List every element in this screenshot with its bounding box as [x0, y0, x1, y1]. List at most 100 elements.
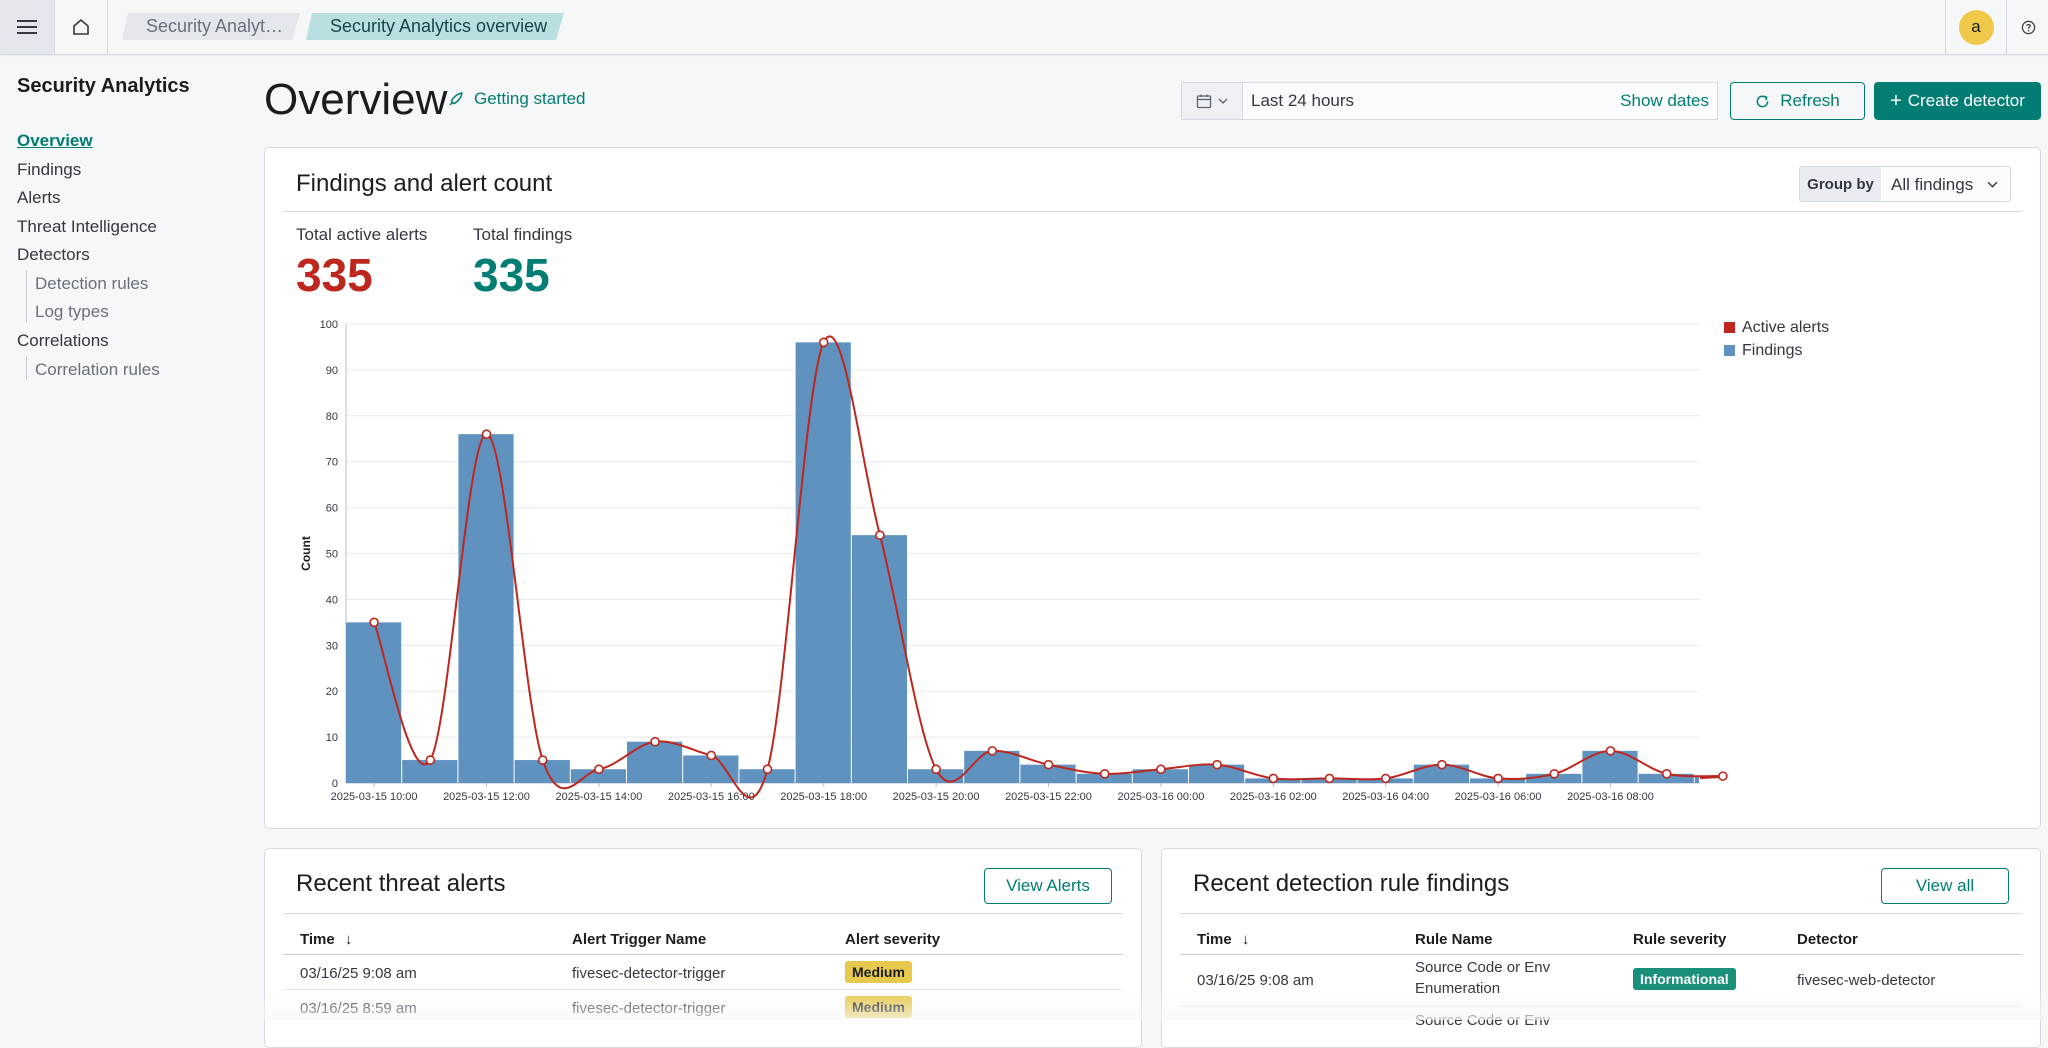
- breadcrumb-security-analytics[interactable]: Security Analyt…: [122, 13, 300, 40]
- active-alerts-point: [987, 746, 998, 756]
- sidebar-item-detectors[interactable]: Detectors: [17, 245, 90, 264]
- active-alerts-point: [1437, 759, 1447, 770]
- panel-title: Findings and alert count: [296, 170, 553, 197]
- column-header-detector[interactable]: Detector: [1797, 931, 1858, 948]
- divider: [283, 989, 1123, 990]
- active-alerts-point: [1268, 773, 1279, 784]
- total-active-alerts-value: 335: [296, 249, 373, 301]
- y-tick-label: 80: [326, 411, 338, 423]
- active-alerts-point: [1099, 769, 1110, 779]
- alert-time: 03/16/25 8:59 am: [300, 1000, 417, 1017]
- recent-threat-alerts-panel: Recent threat alerts View Alerts Time ↓ …: [264, 848, 1142, 1048]
- findings-bar: [1413, 764, 1469, 783]
- sidebar-item-threat-intelligence[interactable]: Threat Intelligence: [17, 217, 157, 236]
- create-detector-label: Create detector: [1907, 91, 2025, 110]
- finding-rule-name-cont: Enumeration: [1415, 980, 1501, 997]
- avatar[interactable]: a: [1958, 9, 1994, 45]
- column-header-rule-name[interactable]: Rule Name: [1415, 931, 1493, 948]
- total-findings-label: Total findings: [473, 225, 573, 244]
- findings-alert-count-panel: Findings and alert count Group by All fi…: [264, 147, 2041, 829]
- active-alerts-point: [481, 429, 492, 439]
- findings-bar: [908, 769, 964, 783]
- severity-badge: Informational: [1633, 968, 1736, 990]
- active-alerts-point: [818, 337, 829, 348]
- sidebar-item-correlation-rules[interactable]: Correlation rules: [35, 360, 160, 379]
- sidebar-item-detection-rules[interactable]: Detection rules: [35, 274, 149, 293]
- legend-label: Findings: [1742, 342, 1802, 359]
- panel-title: Recent detection rule findings: [1193, 870, 1510, 897]
- top-bar: Security Analyt… Security Analytics over…: [0, 0, 2048, 55]
- severity-badge: Medium: [845, 996, 912, 1018]
- view-all-findings-button[interactable]: View all: [1881, 868, 2009, 904]
- plus-icon: +: [1890, 90, 1902, 112]
- sidebar-item-log-types[interactable]: Log types: [35, 302, 109, 321]
- arrow-down-icon: ↓: [344, 931, 353, 948]
- sidebar-item-alerts[interactable]: Alerts: [17, 188, 61, 207]
- findings-bar: [346, 622, 402, 783]
- create-detector-button[interactable]: + Create detector: [1874, 82, 2041, 120]
- divider: [283, 954, 1123, 955]
- sidebar-item-overview[interactable]: Overview: [17, 131, 93, 150]
- alert-trigger-name: fivesec-detector-trigger: [572, 1000, 726, 1017]
- active-alerts-point: [1156, 764, 1166, 775]
- recent-rule-findings-panel: Recent detection rule findings View all …: [1161, 848, 2041, 1048]
- nav-tree-line: [26, 356, 27, 380]
- column-header-severity[interactable]: Alert severity: [845, 931, 941, 948]
- chevron-down-icon: [1218, 98, 1228, 104]
- show-dates-link[interactable]: Show dates: [1620, 91, 1709, 110]
- divider: [1180, 913, 2022, 914]
- nav-tree-line: [26, 270, 27, 323]
- user-menu: a: [1945, 0, 2006, 54]
- refresh-label: Refresh: [1780, 91, 1840, 110]
- x-tick-label: 2025-03-15 22:00: [1005, 791, 1092, 803]
- findings-bar: [739, 769, 795, 783]
- home-button[interactable]: [55, 0, 108, 54]
- column-header-time[interactable]: Time ↓: [300, 931, 352, 948]
- y-tick-label: 20: [326, 686, 338, 698]
- y-tick-label: 40: [326, 594, 338, 606]
- column-header-time[interactable]: Time ↓: [1197, 931, 1249, 948]
- findings-bar: [1132, 769, 1188, 783]
- quick-select-button[interactable]: [1182, 83, 1243, 119]
- alert-trigger-name: fivesec-detector-trigger: [572, 965, 726, 982]
- refresh-button[interactable]: Refresh: [1730, 82, 1865, 120]
- getting-started-link[interactable]: Getting started: [447, 89, 586, 109]
- x-tick-label: 2025-03-15 10:00: [331, 791, 418, 803]
- findings-bar: [851, 535, 907, 783]
- active-alerts-point: [1549, 769, 1560, 779]
- rocket-icon: [449, 92, 463, 106]
- x-tick-label: 2025-03-15 18:00: [780, 791, 867, 803]
- active-alerts-point: [1493, 773, 1503, 784]
- column-header-trigger[interactable]: Alert Trigger Name: [572, 931, 707, 948]
- findings-alert-chart: 0 10 20 30 40 50 60 70 80 90 100 Count 2025-03-15 10…: [299, 319, 1829, 803]
- breadcrumb-overview[interactable]: Security Analytics overview: [306, 13, 564, 40]
- x-tick-label: 2025-03-16 08:00: [1567, 791, 1654, 803]
- getting-started-label: Getting started: [474, 89, 586, 108]
- column-header-rule-severity[interactable]: Rule severity: [1633, 931, 1727, 948]
- active-alerts-line: [373, 335, 1725, 799]
- divider: [283, 913, 1123, 914]
- active-alerts-point: [425, 755, 436, 765]
- date-range-picker[interactable]: Last 24 hours Show dates: [1181, 82, 1718, 120]
- active-alerts-point: [762, 764, 773, 775]
- finding-rule-name: Source Code or Env: [1415, 959, 1551, 976]
- x-tick-label: 2025-03-15 14:00: [555, 791, 642, 803]
- findings-bar: [570, 769, 626, 783]
- view-alerts-button[interactable]: View Alerts: [984, 868, 1112, 904]
- active-alerts-point: [1605, 746, 1616, 756]
- sidebar-item-correlations[interactable]: Correlations: [17, 331, 109, 350]
- active-alerts-point: [1324, 773, 1335, 784]
- home-icon: [73, 18, 89, 35]
- findings-bar: [1694, 776, 1699, 783]
- y-tick-label: 60: [326, 503, 338, 515]
- x-tick-label: 2025-03-16 00:00: [1117, 791, 1204, 803]
- sidebar-item-findings[interactable]: Findings: [17, 160, 82, 179]
- finding-detector: fivesec-web-detector: [1797, 972, 1936, 989]
- group-by-select[interactable]: Group by All findings: [1799, 166, 2011, 202]
- divider: [1180, 1006, 2022, 1007]
- y-tick-label: 70: [326, 457, 338, 469]
- menu-button[interactable]: [0, 0, 55, 54]
- active-alerts-point: [369, 617, 379, 628]
- active-alerts-point: [1043, 759, 1054, 770]
- help-button[interactable]: [2006, 0, 2048, 54]
